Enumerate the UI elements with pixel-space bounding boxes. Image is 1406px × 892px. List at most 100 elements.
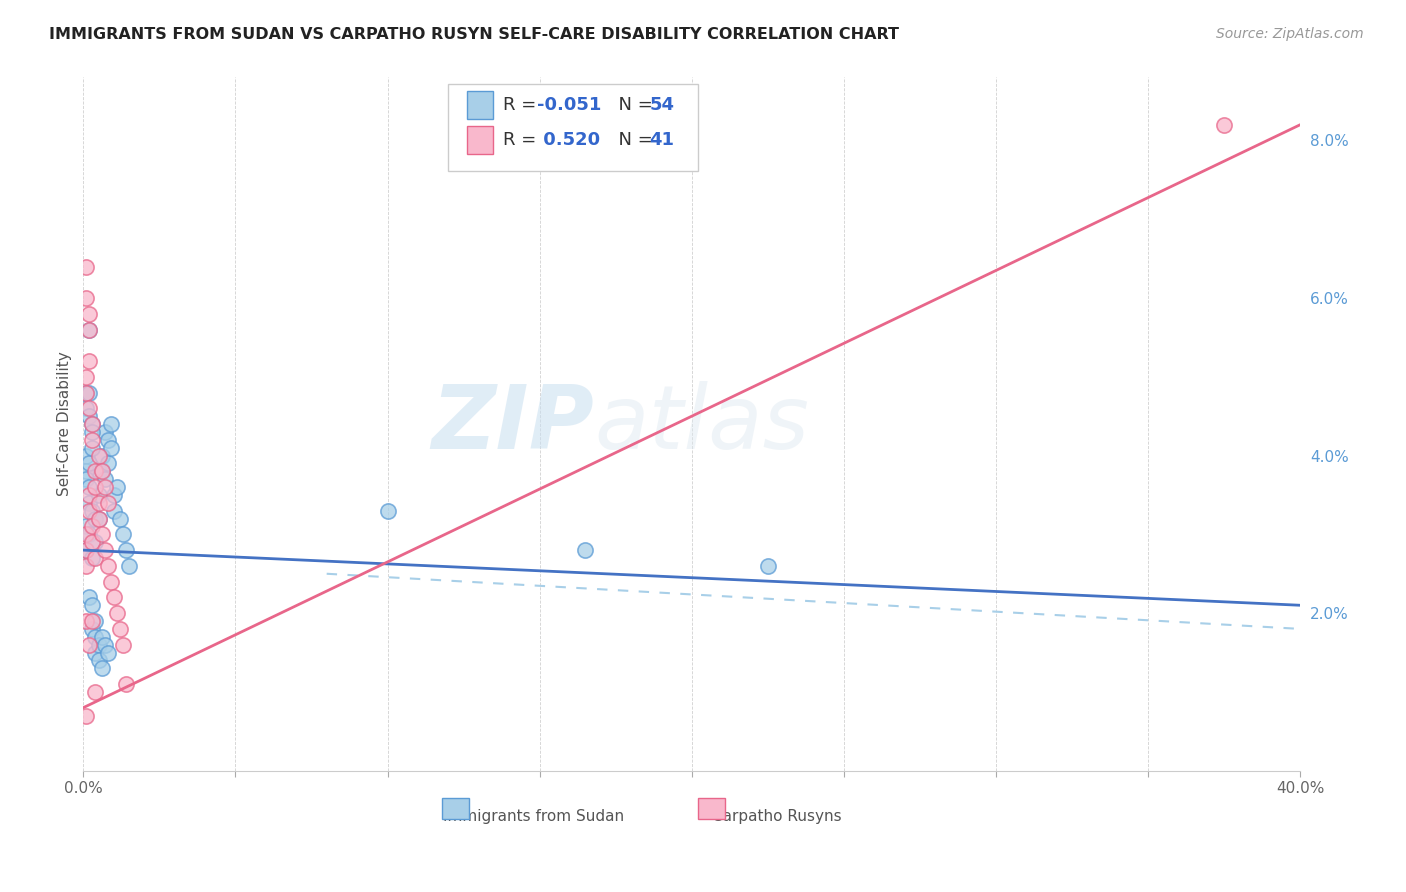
Text: Carpatho Rusyns: Carpatho Rusyns [711,809,842,824]
Point [111,527,134,541]
Point [84,630,107,644]
Point [79,457,101,471]
Point [79,322,101,336]
Point [87,464,110,478]
Point [108,511,131,525]
Text: 54: 54 [650,96,673,114]
Point [75,519,97,533]
Bar [467,126,494,153]
Point [75,543,97,558]
Text: Immigrants from Sudan: Immigrants from Sudan [443,809,624,824]
Point [115,543,138,558]
Point [82,614,104,628]
Point [118,558,141,573]
Point [82,551,104,566]
Text: N =: N = [606,96,658,114]
Point [75,543,97,558]
Point [84,535,107,549]
Point [82,599,104,613]
Point [75,614,97,628]
Point [90,630,112,644]
Point [93,480,115,494]
Point [84,464,107,478]
Point [93,543,115,558]
Point [87,638,110,652]
Point [1213,118,1236,132]
Point [93,425,115,439]
Point [105,606,128,620]
Point [79,480,101,494]
Point [75,369,97,384]
Text: IMMIGRANTS FROM SUDAN VS CARPATHO RUSYN SELF-CARE DISABILITY CORRELATION CHART: IMMIGRANTS FROM SUDAN VS CARPATHO RUSYN … [49,27,900,42]
Point [756,558,779,573]
Text: 0.520: 0.520 [537,131,600,149]
Point [111,638,134,652]
Point [79,488,101,502]
Point [108,622,131,636]
Point [82,504,104,518]
Point [97,457,120,471]
Point [79,385,101,400]
Text: atlas: atlas [595,381,810,467]
Point [103,591,125,605]
Bar [467,91,494,119]
Point [84,685,107,699]
Point [75,558,97,573]
Point [79,409,101,424]
Point [97,646,120,660]
Point [79,638,101,652]
Point [75,385,97,400]
Text: ZIP: ZIP [432,381,595,467]
Point [82,425,104,439]
Point [82,519,104,533]
Point [93,472,115,486]
Text: R =: R = [503,96,543,114]
Point [75,472,97,486]
Point [97,558,120,573]
Point [87,449,110,463]
Point [87,511,110,525]
Point [75,385,97,400]
FancyBboxPatch shape [449,85,697,171]
Point [75,260,97,274]
Point [84,511,107,525]
Point [84,646,107,660]
Point [79,307,101,321]
Point [75,449,97,463]
Point [100,574,122,589]
Text: -0.051: -0.051 [537,96,602,114]
Point [90,464,112,478]
Text: N =: N = [606,131,658,149]
Bar [443,798,470,819]
Point [82,417,104,431]
Point [82,622,104,636]
Point [84,551,107,566]
Point [90,527,112,541]
Point [87,653,110,667]
Y-axis label: Self-Care Disability: Self-Care Disability [58,351,72,497]
Point [93,638,115,652]
Point [79,322,101,336]
Text: 41: 41 [650,131,673,149]
Point [100,417,122,431]
Point [82,535,104,549]
Point [75,401,97,416]
Text: Source: ZipAtlas.com: Source: ZipAtlas.com [1216,27,1364,41]
Point [79,354,101,368]
Point [82,417,104,431]
Point [82,441,104,455]
Point [97,433,120,447]
Point [87,511,110,525]
Point [84,480,107,494]
Point [90,661,112,675]
Point [82,433,104,447]
Point [90,464,112,478]
Point [79,401,101,416]
Point [103,504,125,518]
Point [103,488,125,502]
Point [75,527,97,541]
Point [105,480,128,494]
Point [90,449,112,463]
Point [79,591,101,605]
Point [97,496,120,510]
